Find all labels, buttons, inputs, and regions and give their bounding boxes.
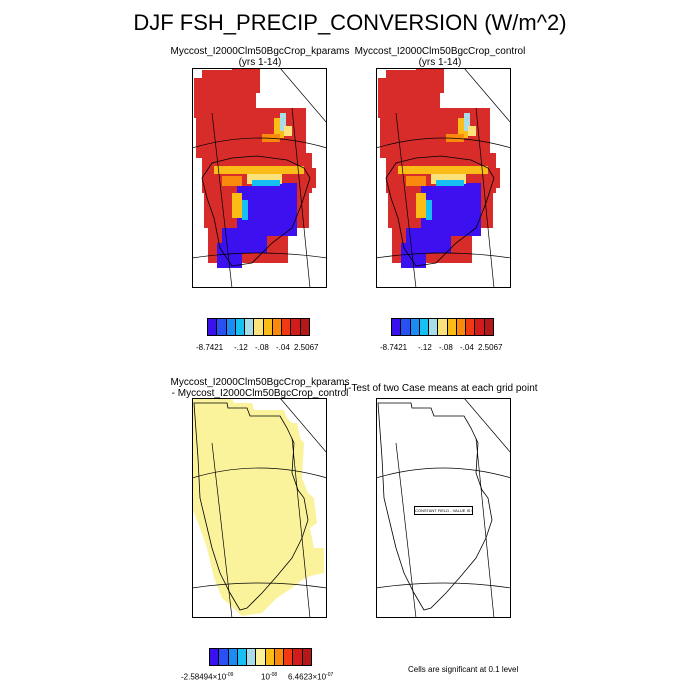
colorbar-label: 2.5067 (294, 343, 319, 352)
significance-footnote: Cells are significant at 0.1 level (408, 665, 519, 674)
colorbar-bottom (209, 648, 312, 666)
graticule (192, 68, 327, 288)
colorbar-label: -.12 (234, 343, 248, 352)
panel-title-line1: Myccost_I2000Clm50BgcCrop_kparams (170, 46, 350, 57)
colorbar-swatch (282, 319, 292, 335)
coastline (385, 155, 495, 267)
colorbar-swatch (254, 319, 264, 335)
colorbar-label: -8.7421 (380, 343, 408, 352)
panel-title-ttest: T-Test of two Case means at each grid po… (342, 383, 538, 394)
panel-title-line1: Myccost_I2000Clm50BgcCrop_kparams (170, 377, 350, 388)
colorbar-swatch (235, 319, 246, 335)
colorbar-label: -.04 (460, 343, 474, 352)
colorbar-labels-bottom: -2.58494×10-09 10-08 6.4623×10-07 (181, 672, 351, 684)
colorbar-swatch (484, 319, 493, 335)
colorbar-label: -8.7421 (196, 343, 224, 352)
colorbar-swatch (237, 649, 248, 665)
coastline (193, 402, 309, 611)
map-frame (376, 68, 511, 288)
colorbar-swatch (447, 319, 457, 335)
graticule (376, 68, 511, 288)
colorbar-label: -.04 (276, 343, 290, 352)
map-control (376, 68, 511, 288)
graticule (376, 398, 511, 618)
panel-title-control: Myccost_I2000Clm50BgcCrop_control (yrs 1… (340, 46, 540, 68)
colorbar-swatch (466, 319, 476, 335)
colorbar-swatch (217, 319, 227, 335)
colorbar-swatch (226, 319, 236, 335)
colorbar-swatch (265, 649, 275, 665)
colorbar-top-right (391, 318, 494, 336)
map-frame (192, 68, 327, 288)
panel-title-line2: (yrs 1-14) (238, 57, 282, 68)
colorbar-swatch (438, 319, 448, 335)
map-ttest (376, 398, 511, 618)
colorbar-swatch (293, 649, 303, 665)
coastline (201, 155, 311, 267)
panel-title-line1: Myccost_I2000Clm50BgcCrop_control (354, 46, 526, 57)
colorbar-swatch (456, 319, 467, 335)
colorbar-swatch (475, 319, 485, 335)
colorbar-swatch (291, 319, 301, 335)
colorbar-swatch (272, 319, 283, 335)
panel-title-difference: Myccost_I2000Clm50BgcCrop_kparams - Mycc… (160, 377, 360, 399)
map-kparams (192, 68, 327, 288)
colorbar-labels-top-left: -8.7421 -.12 -.08 -.04 2.5067 (196, 343, 326, 353)
constant-field-label: CONSTANT FIELD - VALUE IS 0 (414, 506, 473, 515)
colorbar-swatch (219, 649, 229, 665)
panel-title-line2: (yrs 1-14) (418, 57, 462, 68)
colorbar-swatch (245, 319, 255, 335)
colorbar-swatch (247, 649, 257, 665)
colorbar-swatch (208, 319, 218, 335)
colorbar-swatch (274, 649, 285, 665)
colorbar-label-mid: 10-08 (261, 672, 278, 682)
colorbar-swatch (401, 319, 411, 335)
colorbar-label: -.08 (439, 343, 453, 352)
negative-field (401, 183, 481, 268)
map-frame (192, 398, 327, 618)
panel-title-line2: - Myccost_I2000Clm50BgcCrop_control (171, 388, 349, 399)
colorbar-swatch (429, 319, 439, 335)
colorbar-swatch (210, 649, 220, 665)
panel-title-kparams: Myccost_I2000Clm50BgcCrop_kparams (yrs 1… (160, 46, 360, 68)
colorbar-swatch (300, 319, 309, 335)
coastline (377, 402, 493, 611)
colorbar-top-left (207, 318, 310, 336)
colorbar-swatch (410, 319, 420, 335)
map-frame (376, 398, 511, 618)
colorbar-swatch (302, 649, 311, 665)
colorbar-labels-top-right: -8.7421 -.12 -.08 -.04 2.5067 (380, 343, 510, 353)
colorbar-swatch (284, 649, 294, 665)
colorbar-swatch (419, 319, 430, 335)
difference-field (192, 398, 324, 616)
colorbar-label: -.12 (418, 343, 432, 352)
map-difference (192, 398, 327, 618)
colorbar-swatch (228, 649, 238, 665)
colorbar-label: 2.5067 (478, 343, 503, 352)
colorbar-swatch (256, 649, 266, 665)
colorbar-label: -.08 (255, 343, 269, 352)
figure-title: DJF FSH_PRECIP_CONVERSION (W/m^2) (133, 10, 567, 35)
colorbar-label-max: 6.4623×10-07 (288, 672, 334, 682)
graticule (192, 398, 327, 618)
colorbar-label-min: -2.58494×10-09 (181, 672, 234, 682)
colorbar-swatch (392, 319, 402, 335)
colorbar-swatch (263, 319, 273, 335)
